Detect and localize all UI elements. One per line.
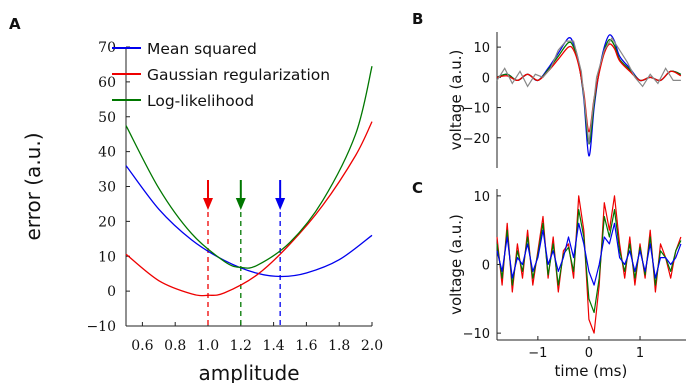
panel-b-series	[496, 34, 682, 157]
panel-b-y-tick-label: −20	[463, 132, 490, 147]
panel-b-series-line	[496, 38, 682, 145]
panel-c-y-axis-label: voltage (a.u.)	[447, 214, 465, 315]
panel-b-series-line	[496, 34, 682, 157]
panel-a-y-tick-label: 30	[98, 180, 116, 196]
panel-c-x-axis-label: time (ms)	[555, 362, 628, 380]
panel-b-chart: −20 −10 0 10 voltage (a.u.)	[447, 32, 682, 168]
panel-a-axes: 0.6 0.8 1.0 1.2 1.4 1.6 1.8 2.0 −10 0 10 20 30 40 50 60…	[86, 40, 383, 354]
panel-c-x-tick-label: −1	[528, 346, 547, 361]
panel-a-x-tick-label: 1.2	[230, 338, 252, 354]
panel-b-y-axis-label: voltage (a.u.)	[447, 50, 465, 151]
panel-c-y-tick-label: 0	[482, 259, 490, 274]
panel-label-a: A	[9, 15, 21, 33]
panel-a-y-axis-label: error (a.u.)	[21, 132, 45, 240]
panel-a-y-tick-label: 0	[107, 284, 116, 300]
panel-c-y-tick-label: −10	[463, 327, 490, 342]
panel-a-y-tick-label: 40	[98, 145, 116, 161]
panel-a-y-tick-label: 70	[98, 40, 116, 56]
panel-a-minimum-markers	[203, 180, 286, 326]
panel-a-chart: 0.6 0.8 1.0 1.2 1.4 1.6 1.8 2.0 −10 0 10 20 30 40 50 60…	[21, 40, 383, 383]
panel-a-legend: Mean squared Gaussian regularization Log-l…	[112, 40, 330, 110]
panel-b-axes: −20 −10 0 10	[463, 32, 501, 168]
panel-label-c: C	[412, 179, 423, 197]
panel-label-b: B	[412, 10, 423, 28]
panel-a-series-line	[125, 66, 373, 269]
panel-a-legend-label: Gaussian regularization	[147, 66, 330, 84]
panel-a-x-tick-label: 1.6	[295, 338, 317, 354]
panel-c-y-tick-label: 10	[473, 190, 490, 205]
panel-a-x-tick-label: 2.0	[361, 338, 383, 354]
panel-a-x-axis-label: amplitude	[198, 361, 299, 383]
panel-a-minimum-arrow-head	[275, 198, 286, 210]
panel-a-x-tick-label: 0.6	[131, 338, 153, 354]
panel-a-y-tick-label: −10	[86, 319, 116, 335]
panel-c-x-tick-label: 0	[585, 346, 593, 361]
panel-c-series-line	[496, 195, 682, 334]
panel-a-y-tick-label: 60	[98, 75, 116, 91]
panel-a-series-line	[125, 165, 373, 278]
panel-c-series-line	[496, 209, 682, 314]
panel-a-legend-label: Mean squared	[147, 40, 257, 58]
panel-a-y-tick-label: 20	[98, 214, 116, 230]
panel-b-series-line	[496, 36, 681, 144]
panel-a-minimum-arrow-head	[203, 198, 213, 210]
panel-c-x-tick-label: 1	[636, 346, 644, 361]
panel-b-series-line	[496, 43, 682, 133]
panel-a-x-tick-label: 1.0	[197, 338, 219, 354]
panel-a-x-tick-label: 1.8	[328, 338, 350, 354]
panel-a-x-tick-label: 0.8	[164, 338, 186, 354]
panel-a-y-tick-label: 10	[98, 249, 116, 265]
panel-c-series	[496, 195, 682, 334]
panel-a-minimum-arrow-head	[235, 198, 246, 210]
panel-a-series	[125, 66, 373, 297]
panel-c-series-line	[496, 222, 682, 286]
panel-a-series-line	[125, 121, 373, 297]
panel-a-y-tick-label: 50	[98, 110, 116, 126]
panel-b-y-tick-label: 10	[473, 41, 490, 56]
panel-b-y-tick-label: 0	[482, 71, 490, 86]
panel-a-legend-label: Log-likelihood	[147, 92, 254, 110]
panel-b-y-tick-label: −10	[463, 102, 490, 117]
panel-a-x-tick-label: 1.4	[262, 338, 284, 354]
